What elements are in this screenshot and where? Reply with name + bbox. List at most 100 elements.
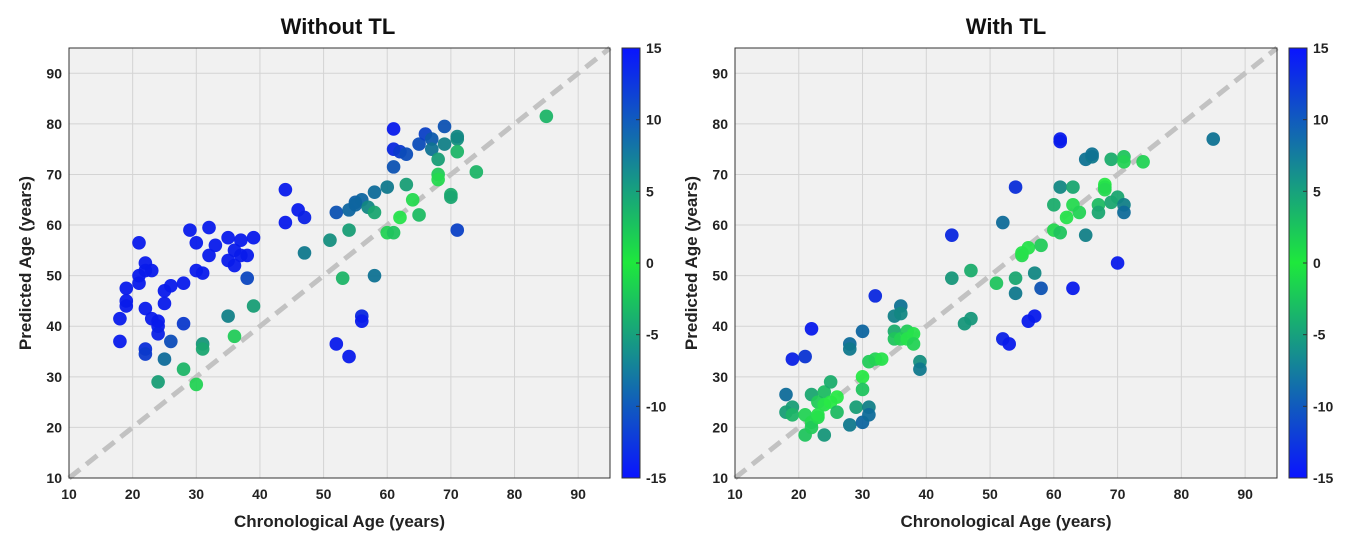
data-point (817, 428, 832, 442)
data-point (1053, 180, 1067, 194)
y-tick-label: 80 (46, 116, 62, 132)
y-tick-label: 90 (712, 65, 728, 81)
data-point (1136, 155, 1150, 169)
data-point (945, 228, 959, 242)
data-point (868, 289, 883, 303)
y-tick-label: 10 (46, 470, 62, 486)
colorbar-tick-label: -5 (1313, 327, 1326, 343)
data-point (1008, 180, 1023, 194)
colorbar-tick-label: 10 (1313, 112, 1329, 128)
axes-frame (734, 47, 1278, 479)
y-tick-label: 70 (46, 166, 62, 182)
x-tick-label: 80 (1174, 486, 1190, 502)
data-point (227, 329, 242, 344)
data-point (412, 208, 426, 222)
data-point (227, 258, 242, 273)
data-point (1059, 210, 1074, 225)
x-tick-label: 40 (919, 486, 935, 502)
data-point (189, 377, 204, 392)
data-point (335, 271, 350, 285)
data-point (1027, 266, 1042, 280)
data-point (469, 165, 484, 179)
y-tick-label: 20 (712, 419, 728, 435)
data-point (964, 311, 978, 326)
data-point (329, 337, 344, 351)
data-point (183, 223, 197, 237)
y-tick-label: 50 (46, 268, 62, 284)
data-point (164, 278, 178, 293)
data-point (424, 132, 439, 146)
data-point (132, 235, 146, 250)
data-point (1072, 205, 1087, 220)
colorbar-tick-label: 15 (646, 40, 662, 56)
data-point (842, 342, 857, 356)
x-tick-label: 70 (443, 486, 459, 502)
data-point (811, 407, 825, 422)
data-point (119, 294, 134, 308)
data-point (202, 248, 216, 263)
data-point (380, 180, 395, 194)
data-point (176, 276, 191, 291)
data-point (964, 263, 978, 278)
colorbar-tick-label: 0 (646, 255, 654, 271)
colorbar-tick-label: -10 (1313, 398, 1333, 414)
colorbar-tick-label: -10 (646, 398, 666, 414)
data-point (399, 147, 414, 162)
data-point (138, 301, 153, 316)
x-tick-label: 50 (316, 486, 332, 502)
x-tick-label: 50 (982, 486, 998, 502)
x-tick-label: 30 (855, 486, 871, 502)
data-point (367, 205, 382, 220)
y-tick-label: 50 (712, 268, 728, 284)
y-axis-label: Predicted Age (years) (16, 176, 35, 350)
colorbar-tick-label: -5 (646, 327, 659, 343)
identity-line (67, 46, 612, 480)
data-point (240, 271, 255, 285)
data-point (539, 109, 554, 124)
y-tick-label: 30 (46, 369, 62, 385)
data-point (817, 385, 832, 399)
colorbar-tick-label: 15 (1313, 40, 1329, 56)
data-point (221, 309, 235, 323)
data-point (354, 314, 369, 328)
data-point (1085, 147, 1099, 162)
data-point (240, 248, 255, 263)
data-point (1098, 182, 1112, 197)
data-point (412, 137, 426, 151)
colorbar-tick-label: -15 (1313, 470, 1333, 486)
data-point (119, 281, 134, 296)
data-point (830, 405, 844, 420)
x-tick-label: 10 (727, 486, 743, 502)
data-point (842, 418, 857, 432)
data-point (798, 349, 812, 364)
data-point (1110, 256, 1125, 270)
data-point (906, 337, 921, 351)
y-tick-label: 90 (46, 65, 62, 81)
data-point (176, 316, 191, 331)
data-point (386, 225, 401, 240)
data-point (297, 210, 312, 225)
data-point (913, 362, 927, 377)
x-tick-label: 20 (791, 486, 807, 502)
data-point (450, 144, 465, 159)
data-point (906, 327, 921, 341)
data-point (874, 352, 889, 366)
x-tick-label: 60 (379, 486, 395, 502)
data-point (176, 362, 191, 377)
data-point (386, 122, 401, 136)
y-axis-label: Predicted Age (years) (682, 176, 701, 350)
data-point (342, 223, 356, 237)
y-tick-label: 70 (712, 166, 728, 182)
data-point (1053, 134, 1067, 149)
data-point (444, 190, 458, 205)
data-point (1034, 281, 1048, 296)
y-tick-label: 40 (712, 318, 728, 334)
y-tick-label: 80 (712, 116, 728, 132)
x-tick-label: 40 (252, 486, 268, 502)
data-point (1117, 155, 1131, 169)
x-tick-label: 80 (507, 486, 523, 502)
data-point (450, 223, 465, 237)
x-axis-label: Chronological Age (years) (901, 512, 1112, 531)
data-point (450, 129, 465, 144)
